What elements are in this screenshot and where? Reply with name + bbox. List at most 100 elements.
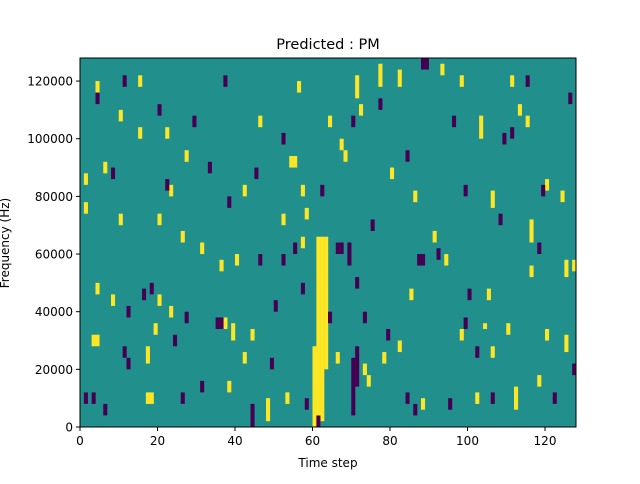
heatmap-cell-low [184, 311, 189, 324]
heatmap-cell-high [83, 202, 88, 214]
x-tick-label: 80 [382, 434, 397, 448]
heatmap-cell-low [351, 115, 356, 128]
heatmap-cell-high [560, 190, 565, 203]
heatmap-cell-low [328, 311, 333, 324]
x-tick-label: 40 [227, 434, 242, 448]
heatmap-cell-high [180, 230, 185, 243]
heatmap-cell-low [293, 242, 298, 255]
heatmap-cell-high [355, 75, 360, 99]
heatmap-cell-high [444, 254, 449, 266]
heatmap-cell-high [479, 115, 484, 139]
heatmap-cell-high [545, 328, 550, 341]
heatmap-cell-high [149, 392, 154, 404]
heatmap-cell-low [95, 92, 100, 105]
heatmap-cell-high [316, 236, 321, 427]
heatmap-cell-high [382, 352, 387, 364]
heatmap-cell-low [339, 242, 344, 255]
heatmap-cell-high [409, 288, 414, 301]
heatmap-cell-low [304, 398, 309, 410]
heatmap-cell-low [126, 305, 131, 318]
heatmap-cell-high [475, 392, 480, 404]
heatmap-cell-high [289, 156, 294, 168]
x-tick-label: 60 [305, 434, 320, 448]
heatmap-cell-high [486, 288, 491, 301]
y-axis-ticks: 0 20000 40000 60000 80000 100000 120000 [27, 75, 80, 435]
heatmap-cell-high [506, 323, 511, 335]
heatmap-cell-high [285, 392, 290, 404]
heatmap-cell-low [413, 403, 418, 416]
heatmap-cell-low [126, 357, 131, 370]
heatmap-cell-low [320, 184, 325, 197]
heatmap-cell-low [568, 92, 573, 105]
heatmap-cell-high [362, 363, 367, 376]
heatmap-cell-high [525, 115, 530, 128]
heatmap-cell-high [138, 127, 143, 139]
heatmap-cell-high [118, 109, 123, 122]
heatmap-cell-high [169, 184, 174, 197]
heatmap-cell-high [111, 294, 116, 306]
heatmap-cell-low [207, 161, 212, 174]
heatmap-cell-high [242, 184, 247, 197]
heatmap-cell-low [475, 346, 480, 358]
heatmap-cell-low [355, 277, 360, 289]
heatmap-cell-high [378, 63, 383, 87]
heatmap-cell-high [219, 259, 224, 272]
heatmap-cell-low [436, 248, 441, 260]
heatmap-cell-low [490, 392, 495, 404]
x-axis-label: Time step [297, 456, 357, 470]
heatmap-cell-high [165, 127, 170, 139]
heatmap-cell-high [564, 334, 569, 353]
heatmap-cell-low [370, 219, 375, 231]
heatmap-cell-high [413, 190, 418, 203]
heatmap-cell-low [258, 254, 263, 266]
heatmap-cell-low [281, 132, 286, 145]
heatmap-cell-high [258, 115, 263, 128]
heatmap-cell-high [517, 104, 522, 116]
heatmap-cell-low [424, 58, 429, 70]
heatmap-cell-low [510, 127, 515, 139]
heatmap-cell-high [564, 259, 569, 278]
heatmap-cell-low [463, 184, 468, 197]
heatmap-cell-high [510, 75, 515, 87]
heatmap-cell-low [448, 398, 453, 410]
heatmap-cell-high [91, 334, 96, 347]
x-tick-label: 120 [534, 434, 557, 448]
heatmap-cell-high [266, 398, 271, 422]
heatmap-cell-high [440, 63, 445, 76]
heatmap-cell-high [242, 352, 247, 364]
heatmap-cell-high [324, 236, 329, 370]
heatmap-cell-low [525, 75, 530, 87]
heatmap-cell-high [235, 254, 240, 266]
heatmap-cell-high [83, 173, 88, 185]
heatmap-cell-low [157, 104, 162, 116]
heatmap-cell-low [142, 288, 147, 301]
heatmap-cell-low [405, 150, 410, 162]
heatmap-cell-high [169, 305, 174, 318]
x-tick-label: 0 [76, 434, 84, 448]
heatmap-cell-low [502, 132, 507, 145]
heatmap-cell-low [541, 184, 546, 197]
heatmap-cell-high [490, 190, 495, 208]
heatmap-cell-low [316, 415, 321, 427]
heatmap-cell-low [200, 380, 205, 393]
y-tick-label: 80000 [35, 190, 73, 204]
heatmap-cell-low [83, 392, 88, 404]
heatmap-cell-high [490, 346, 495, 358]
heatmap-cell-low [192, 115, 197, 128]
heatmap-cell-high [304, 207, 309, 220]
heatmap-cell-high [153, 323, 158, 335]
plot-area [79, 57, 577, 428]
y-tick-label: 100000 [27, 132, 73, 146]
heatmap-cell-high [157, 213, 162, 226]
heatmap-cell-high [95, 334, 100, 347]
heatmap-cell-low [227, 196, 232, 208]
heatmap-cell-low [223, 75, 228, 87]
heatmap-cell-low [386, 328, 391, 341]
heatmap-cell-low [122, 75, 127, 87]
heatmap-cell-high [138, 75, 143, 87]
x-tick-label: 20 [150, 434, 165, 448]
y-tick-label: 20000 [35, 363, 73, 377]
heatmap-cell-high [200, 242, 205, 255]
plot-frame [79, 57, 577, 428]
